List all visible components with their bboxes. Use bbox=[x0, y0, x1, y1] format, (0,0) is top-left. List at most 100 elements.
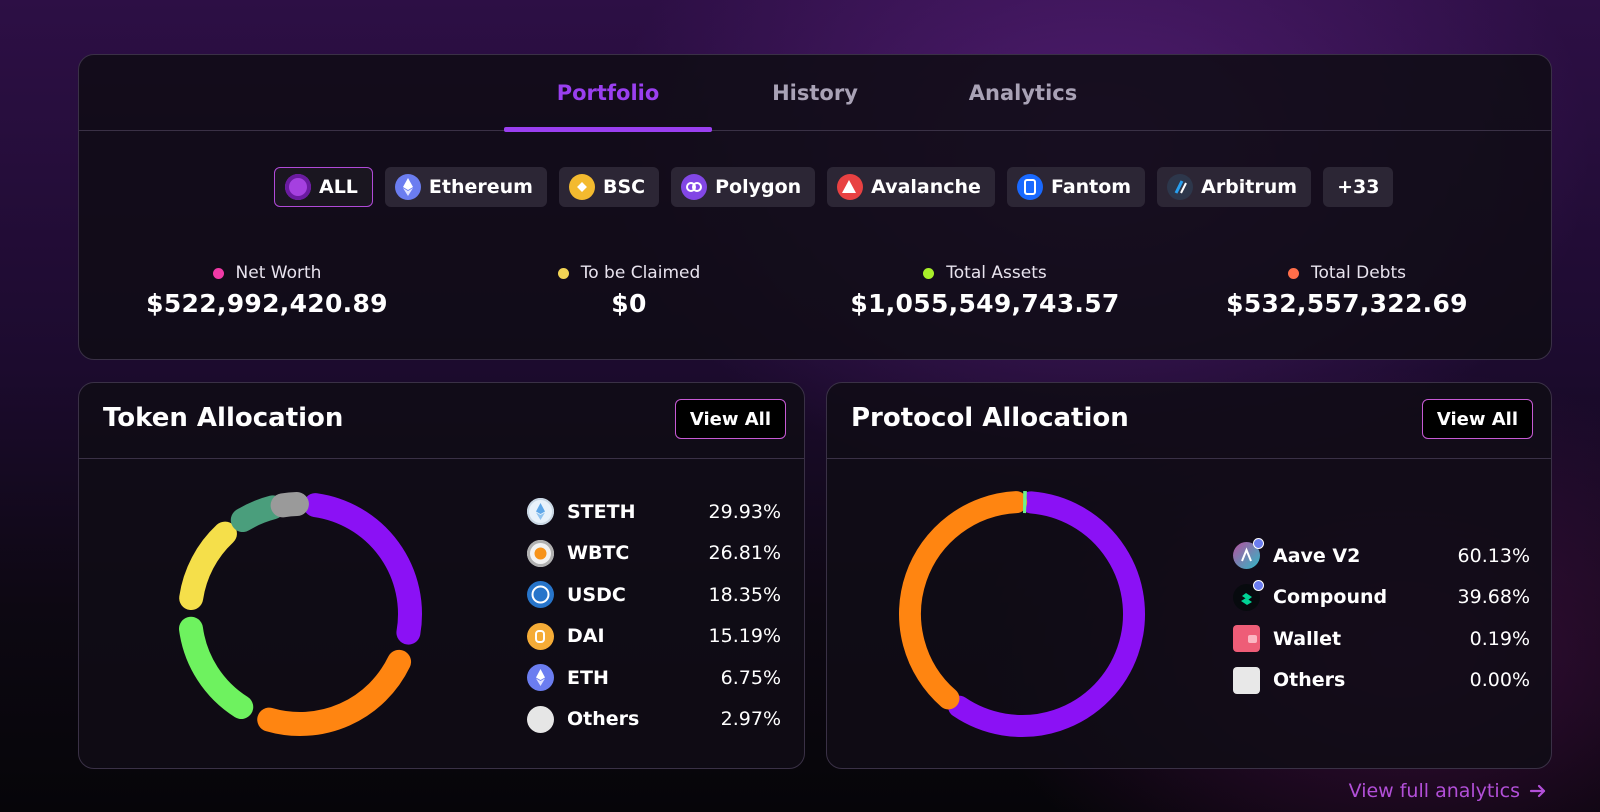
wallet-icon bbox=[1233, 625, 1260, 653]
token-donut-chart bbox=[178, 492, 422, 736]
ethereum-badge-icon bbox=[1253, 538, 1264, 550]
usdc-icon bbox=[527, 581, 554, 609]
legend-row-aave-v2: Aave V2 60.13% bbox=[1233, 535, 1530, 577]
stat-value: $1,055,549,743.57 bbox=[850, 289, 1120, 318]
legend-row-dai: DAI 15.19% bbox=[527, 616, 781, 658]
tab-history[interactable]: History bbox=[772, 81, 858, 105]
chain-chip-avalanche[interactable]: Avalanche bbox=[827, 167, 995, 207]
ethereum-icon bbox=[394, 174, 421, 200]
bsc-icon bbox=[568, 174, 595, 200]
all-chains-icon bbox=[285, 174, 311, 200]
arrow-right-icon bbox=[1529, 784, 1546, 798]
stat-value: $0 bbox=[611, 289, 647, 318]
donut-slice-eth bbox=[230, 495, 285, 533]
legend-percent: 60.13% bbox=[1457, 544, 1530, 567]
legend-percent: 15.19% bbox=[708, 625, 781, 648]
legend-row-wbtc: WBTC 26.81% bbox=[527, 533, 781, 575]
fantom-icon bbox=[1016, 174, 1043, 200]
chip-label: BSC bbox=[602, 176, 646, 198]
more-chains-button[interactable]: +33 bbox=[1323, 167, 1394, 207]
chain-chip-all[interactable]: ALL bbox=[274, 167, 373, 207]
stat-value: $532,557,322.69 bbox=[1226, 289, 1468, 318]
legend-percent: 0.00% bbox=[1469, 669, 1530, 692]
chain-chip-polygon[interactable]: Polygon bbox=[671, 167, 816, 207]
legend-row-usdc: USDC 18.35% bbox=[527, 574, 781, 616]
polygon-icon bbox=[681, 174, 708, 200]
legend-name: Compound bbox=[1273, 586, 1388, 609]
panel-title: Token Allocation bbox=[103, 403, 344, 433]
donut-slice-others bbox=[270, 492, 309, 518]
chain-chip-arbitrum[interactable]: Arbitrum bbox=[1157, 167, 1312, 207]
legend-percent: 29.93% bbox=[708, 500, 781, 523]
net-worth-dot bbox=[212, 267, 224, 279]
chip-label: Polygon bbox=[715, 176, 802, 198]
protocol-donut-chart bbox=[899, 491, 1145, 737]
panel-title: Protocol Allocation bbox=[851, 403, 1129, 433]
chip-label: Fantom bbox=[1050, 176, 1132, 198]
legend-name: Others bbox=[567, 708, 640, 731]
chain-chip-ethereum[interactable]: Ethereum bbox=[384, 167, 547, 207]
ethereum-badge-icon bbox=[1253, 579, 1264, 591]
portfolio-card: Portfolio History Analytics ALL Ethereum… bbox=[78, 54, 1552, 360]
token-view-all-button[interactable]: View All bbox=[674, 399, 786, 439]
stat-label: Total Assets bbox=[946, 263, 1047, 283]
chain-chip-fantom[interactable]: Fantom bbox=[1006, 167, 1146, 207]
arbitrum-icon bbox=[1167, 174, 1194, 200]
legend-name: STETH bbox=[567, 500, 636, 523]
donut-slice-dai bbox=[179, 521, 237, 611]
legend-percent: 2.97% bbox=[720, 708, 781, 731]
chain-filter: ALL Ethereum BSC Polygon Avalanche bbox=[274, 167, 1394, 207]
stat-net-worth: Net Worth $522,992,420.89 bbox=[87, 263, 447, 318]
stat-to-be-claimed: To be Claimed $0 bbox=[449, 263, 809, 318]
legend-percent: 0.19% bbox=[1469, 627, 1530, 650]
stat-total-debts: Total Debts $532,557,322.69 bbox=[1167, 263, 1527, 318]
stat-total-assets: Total Assets $1,055,549,743.57 bbox=[805, 263, 1165, 318]
legend-name: ETH bbox=[567, 666, 609, 689]
donut-slice-usdc bbox=[178, 616, 254, 719]
legend-row-others: Others 2.97% bbox=[527, 699, 781, 741]
wbtc-icon bbox=[527, 539, 554, 567]
tab-analytics[interactable]: Analytics bbox=[968, 81, 1078, 105]
chain-chip-bsc[interactable]: BSC bbox=[558, 167, 660, 207]
legend-row-compound: Compound 39.68% bbox=[1233, 577, 1530, 619]
to-be-claimed-dot bbox=[557, 267, 569, 279]
chip-label: Arbitrum bbox=[1201, 176, 1298, 198]
legend-name: WBTC bbox=[567, 542, 630, 565]
tab-portfolio[interactable]: Portfolio bbox=[504, 55, 712, 132]
chip-label: Avalanche bbox=[871, 176, 981, 198]
legend-row-eth: ETH 6.75% bbox=[527, 657, 781, 699]
stat-label: Net Worth bbox=[235, 263, 322, 283]
donut-slice-steth bbox=[303, 493, 422, 645]
legend-name: Aave V2 bbox=[1273, 544, 1361, 567]
stat-label: To be Claimed bbox=[580, 263, 701, 283]
legend-percent: 6.75% bbox=[720, 666, 781, 689]
protocol-legend: Aave V2 60.13% Compound 39.68% Wallet 0.… bbox=[1233, 535, 1530, 701]
others-icon bbox=[1233, 666, 1260, 694]
tab-bar: Portfolio History Analytics bbox=[79, 55, 1551, 132]
aave-icon bbox=[1233, 538, 1264, 570]
chip-label: Ethereum bbox=[428, 176, 533, 198]
stat-label: Total Debts bbox=[1311, 263, 1406, 283]
legend-row-others: Others 0.00% bbox=[1233, 660, 1530, 702]
chip-label: +33 bbox=[1337, 176, 1380, 198]
token-legend: STETH 29.93% WBTC 26.81% USDC 18.35% DAI… bbox=[527, 491, 781, 740]
legend-name: Others bbox=[1273, 669, 1346, 692]
view-full-analytics-link[interactable]: View full analytics bbox=[1349, 780, 1548, 802]
eth-icon bbox=[527, 664, 554, 692]
protocol-view-all-button[interactable]: View All bbox=[1421, 399, 1533, 439]
protocol-allocation-card: Protocol Allocation View All Aave V2 60.… bbox=[826, 382, 1552, 769]
legend-row-steth: STETH 29.93% bbox=[527, 491, 781, 533]
avalanche-icon bbox=[837, 174, 864, 200]
legend-percent: 39.68% bbox=[1457, 586, 1530, 609]
chip-label: ALL bbox=[319, 176, 358, 198]
steth-icon bbox=[527, 498, 554, 526]
link-label: View full analytics bbox=[1348, 780, 1520, 802]
legend-percent: 26.81% bbox=[708, 542, 781, 565]
donut-slice-wbtc bbox=[257, 649, 412, 736]
panel-header: Protocol Allocation View All bbox=[827, 383, 1551, 459]
dai-icon bbox=[527, 622, 554, 650]
others-icon bbox=[527, 705, 554, 733]
donut-slice-aave-v2 bbox=[948, 491, 1145, 737]
compound-icon bbox=[1233, 579, 1264, 611]
legend-percent: 18.35% bbox=[708, 583, 781, 606]
